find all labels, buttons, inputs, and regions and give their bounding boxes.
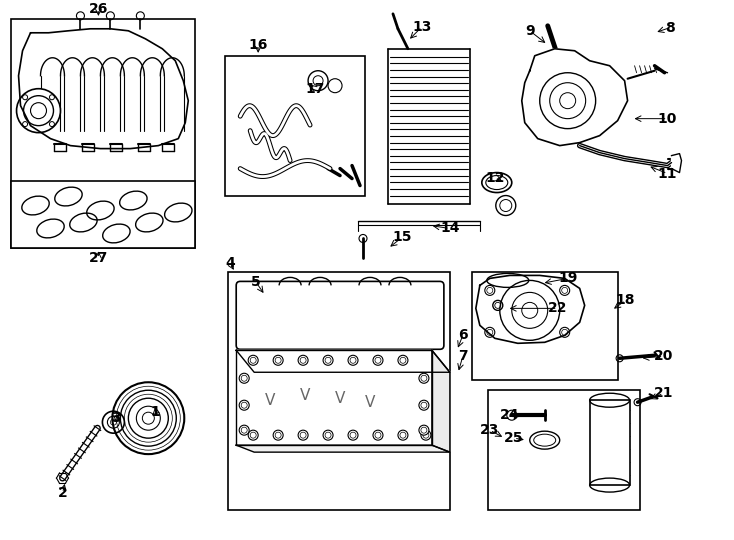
Text: 15: 15: [392, 231, 412, 245]
Polygon shape: [236, 350, 432, 445]
Circle shape: [419, 373, 429, 383]
Text: 5: 5: [251, 275, 261, 289]
Text: 19: 19: [558, 272, 578, 286]
Circle shape: [298, 355, 308, 365]
Bar: [10, 180, 195, 248]
Circle shape: [348, 355, 358, 365]
Text: V: V: [300, 388, 310, 403]
Text: 17: 17: [305, 82, 324, 96]
Text: 10: 10: [658, 112, 677, 126]
Circle shape: [398, 355, 408, 365]
Circle shape: [17, 89, 60, 133]
Text: 12: 12: [485, 171, 504, 185]
Text: 23: 23: [480, 423, 500, 437]
Circle shape: [348, 430, 358, 440]
Polygon shape: [236, 445, 450, 452]
Bar: [488, 390, 639, 510]
Polygon shape: [432, 350, 450, 452]
Bar: [10, 19, 195, 248]
Text: 2: 2: [57, 486, 68, 500]
Text: 1: 1: [150, 405, 160, 419]
Text: 4: 4: [225, 256, 235, 271]
Circle shape: [419, 400, 429, 410]
Circle shape: [485, 327, 495, 338]
Bar: [228, 272, 450, 510]
Circle shape: [323, 430, 333, 440]
Text: V: V: [365, 395, 375, 410]
Circle shape: [373, 430, 383, 440]
Polygon shape: [476, 275, 585, 343]
Text: 21: 21: [654, 386, 673, 400]
Circle shape: [373, 355, 383, 365]
Circle shape: [239, 400, 249, 410]
Circle shape: [273, 355, 283, 365]
Circle shape: [419, 425, 429, 435]
Circle shape: [421, 430, 431, 440]
Circle shape: [273, 430, 283, 440]
Circle shape: [248, 355, 258, 365]
Polygon shape: [522, 49, 628, 146]
Circle shape: [298, 430, 308, 440]
Text: V: V: [265, 393, 275, 408]
FancyBboxPatch shape: [236, 281, 444, 349]
Circle shape: [560, 327, 570, 338]
Text: 18: 18: [616, 293, 636, 307]
Text: 8: 8: [665, 21, 675, 35]
Text: 22: 22: [548, 301, 567, 315]
Text: 14: 14: [440, 221, 459, 235]
Circle shape: [239, 425, 249, 435]
Circle shape: [560, 286, 570, 295]
Text: 26: 26: [89, 2, 108, 16]
Polygon shape: [236, 350, 450, 372]
Bar: [589, 400, 630, 485]
Text: 9: 9: [525, 24, 534, 38]
Polygon shape: [672, 153, 681, 173]
Circle shape: [485, 286, 495, 295]
Circle shape: [239, 373, 249, 383]
Circle shape: [112, 382, 184, 454]
Text: 7: 7: [458, 349, 468, 363]
Text: V: V: [335, 391, 345, 406]
Text: 24: 24: [500, 408, 520, 422]
Circle shape: [248, 430, 258, 440]
Text: 11: 11: [658, 166, 677, 180]
Text: 16: 16: [249, 38, 268, 52]
Bar: [225, 56, 365, 195]
Text: 25: 25: [504, 431, 523, 445]
Text: 20: 20: [654, 349, 673, 363]
Text: 6: 6: [458, 328, 468, 342]
Bar: [472, 272, 617, 380]
Circle shape: [323, 355, 333, 365]
Text: 13: 13: [413, 20, 432, 34]
Text: 3: 3: [112, 411, 121, 425]
Circle shape: [398, 430, 408, 440]
Text: 27: 27: [89, 252, 108, 266]
